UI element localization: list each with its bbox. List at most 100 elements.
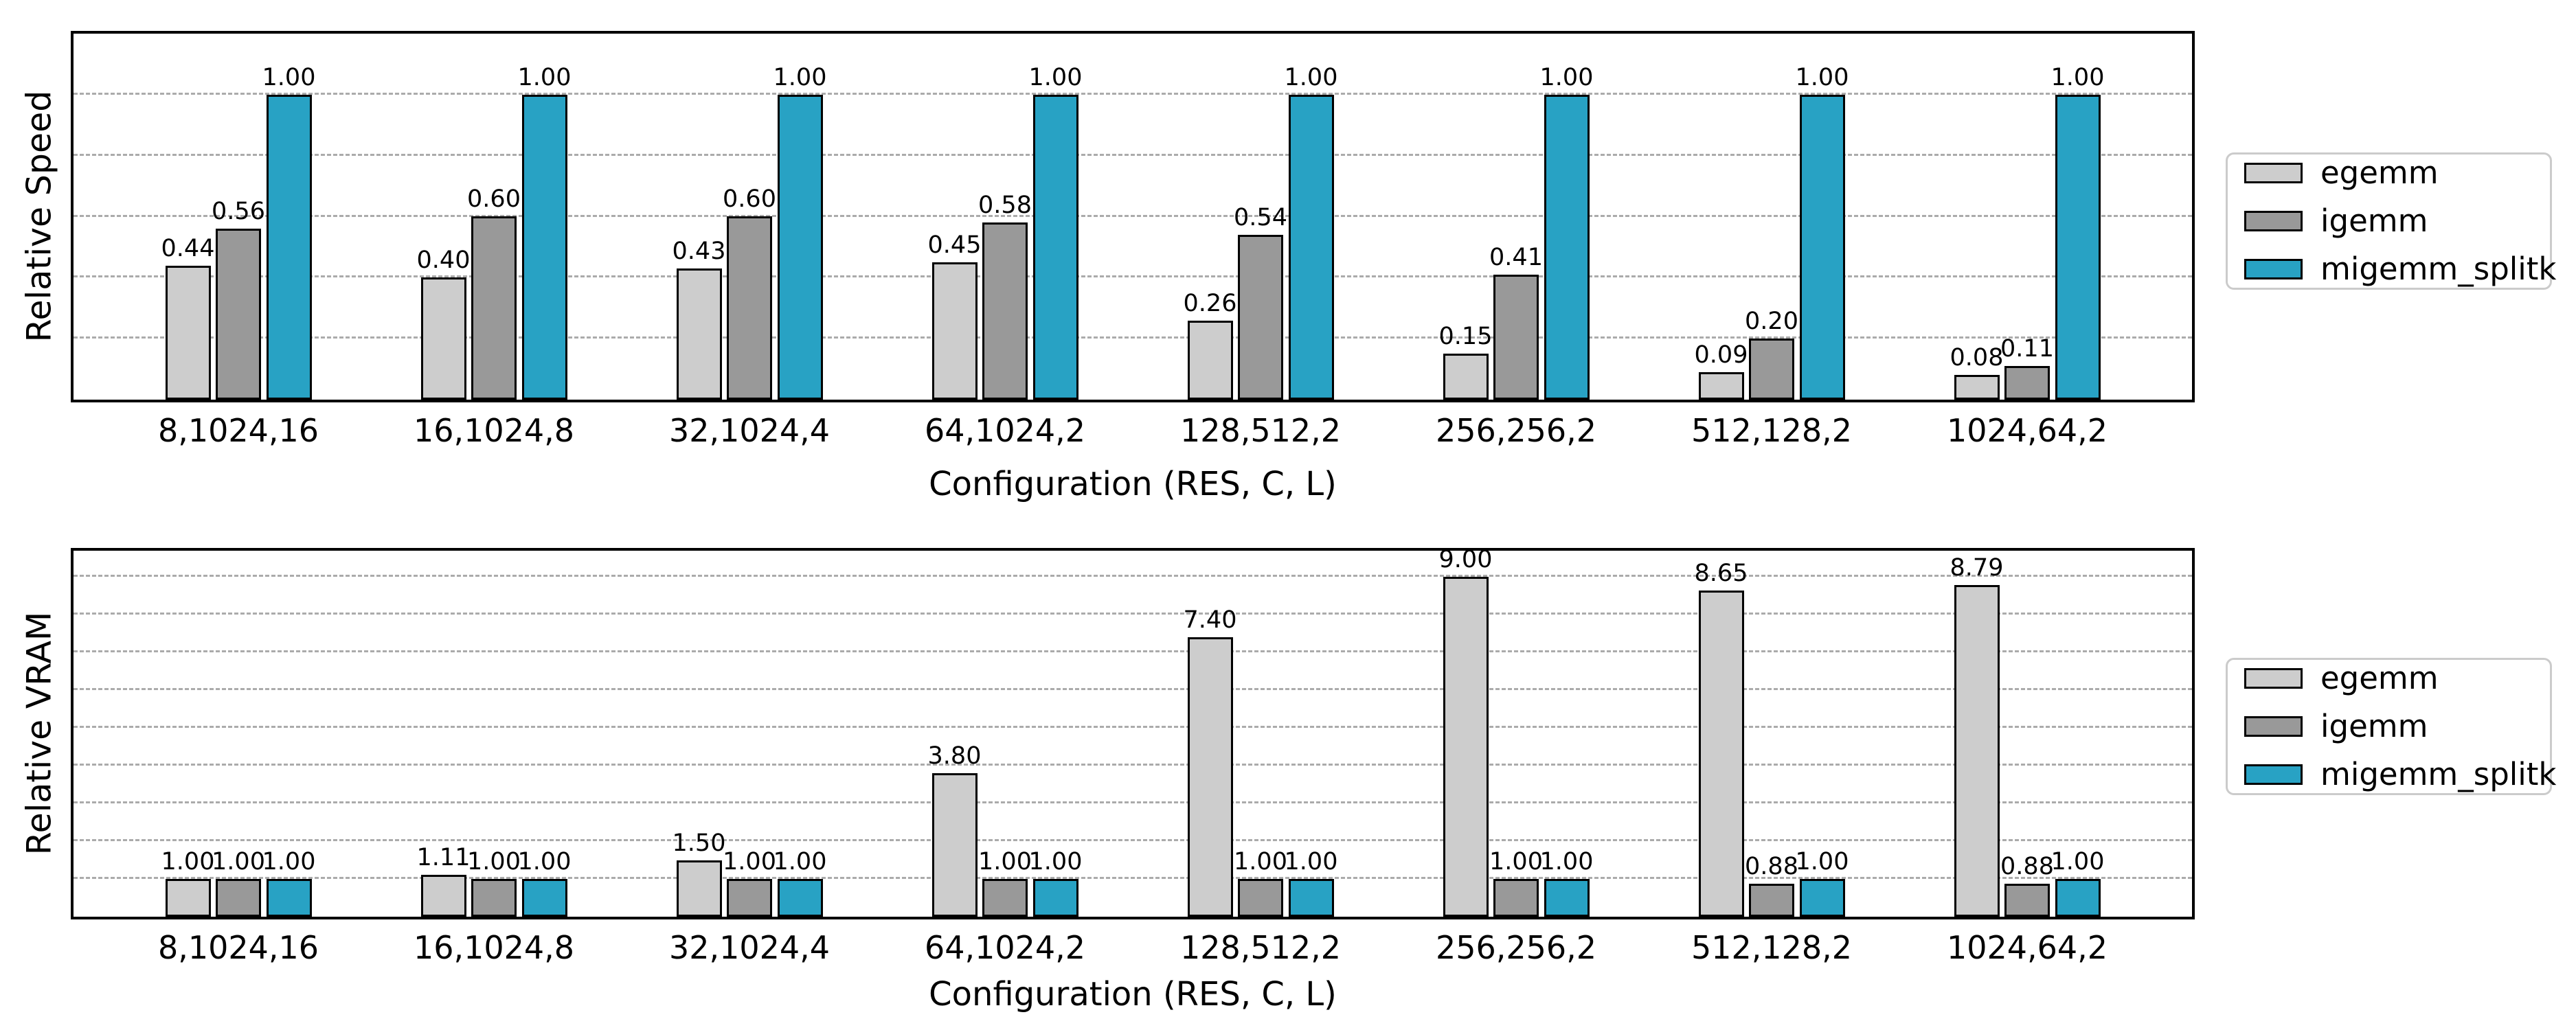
legend-swatch-migemm_splitk [2244,764,2303,785]
bar-value-label-egemm-32,1024,4: 0.43 [672,238,726,265]
bar-value-label-egemm-256,256,2: 0.15 [1438,323,1493,350]
bar-value-label-igemm-64,1024,2: 0.58 [978,192,1032,219]
bar-value-label-egemm-1024,64,2: 0.08 [1950,344,2004,371]
legend-label-igemm: igemm [2320,708,2428,744]
bar-migemm_splitk-16,1024,8 [521,95,567,400]
x-axis-title-top: Configuration (RES, C, L) [929,465,1337,503]
legend-item-egemm: egemm [2244,661,2533,696]
bar-egemm-512,128,2 [1698,372,1744,400]
bar-value-label-egemm-64,1024,2: 3.80 [927,742,982,770]
bar-igemm-16,1024,8 [471,879,517,917]
bar-egemm-8,1024,16 [165,266,211,400]
bar-egemm-1024,64,2 [1954,585,2000,917]
legend-swatch-egemm [2244,163,2303,183]
bar-migemm_splitk-32,1024,4 [777,879,823,917]
plot-area-relative-vram: 1.00 1.00 1.00 1.11 1.00 1.00 1.50 1.00 1.00 3.80… [71,546,2195,919]
gridline-y-0.4 [74,275,2192,278]
x-tick-label-32,1024,4: 32,1024,4 [668,412,831,449]
bar-igemm-32,1024,4 [727,216,772,400]
bar-value-label-igemm-256,256,2: 0.41 [1489,244,1543,271]
legend-item-migemm_splitk: migemm_splitk [2244,757,2556,792]
x-tick-label-256,256,2: 256,256,2 [1435,412,1597,449]
gridline-y-0.8 [74,153,2192,156]
bar-value-label-igemm-32,1024,4: 1.00 [723,848,776,876]
bar-value-label-igemm-512,128,2: 0.88 [1745,853,1798,880]
bar-igemm-128,512,2 [1238,879,1283,917]
bar-value-label-igemm-128,512,2: 1.00 [1234,848,1287,876]
x-axis-title-bottom: Configuration (RES, C, L) [929,975,1337,1014]
bar-migemm_splitk-8,1024,16 [266,95,312,400]
bar-value-label-igemm-128,512,2: 0.54 [1234,204,1287,231]
bar-value-label-egemm-8,1024,16: 1.00 [161,848,215,876]
bar-value-label-migemm_splitk-64,1024,2: 1.00 [1028,848,1083,876]
bar-value-label-migemm_splitk-8,1024,16: 1.00 [262,64,316,91]
bar-egemm-64,1024,2 [931,773,978,917]
x-tick-label-32,1024,4: 32,1024,4 [668,929,831,966]
bar-value-label-migemm_splitk-16,1024,8: 1.00 [517,848,572,876]
bar-value-label-migemm_splitk-256,256,2: 1.00 [1539,64,1594,91]
bar-egemm-128,512,2 [1187,637,1233,917]
gridline-y-0.6 [74,214,2192,217]
bar-value-label-migemm_splitk-32,1024,4: 1.00 [773,848,827,876]
bar-value-label-igemm-16,1024,8: 1.00 [467,848,521,876]
bar-value-label-igemm-256,256,2: 1.00 [1489,848,1543,876]
x-tick-label-256,256,2: 256,256,2 [1435,929,1597,966]
bar-value-label-igemm-64,1024,2: 1.00 [978,848,1032,876]
bar-value-label-migemm_splitk-128,512,2: 1.00 [1284,64,1338,91]
bar-value-label-egemm-1024,64,2: 8.79 [1950,554,2004,582]
gridline-y-6 [74,688,2192,691]
bar-egemm-8,1024,16 [165,879,211,917]
bar-egemm-256,256,2 [1443,577,1489,917]
bar-egemm-256,256,2 [1443,354,1489,400]
bar-migemm_splitk-512,128,2 [1799,879,1845,917]
bar-value-label-egemm-128,512,2: 0.26 [1183,290,1237,317]
bar-egemm-1024,64,2 [1954,375,2000,400]
bar-igemm-128,512,2 [1238,235,1283,400]
bar-value-label-egemm-256,256,2: 9.00 [1438,546,1493,573]
legend-item-igemm: igemm [2244,709,2533,744]
x-tick-label-512,128,2: 512,128,2 [1691,929,1853,966]
bar-egemm-64,1024,2 [931,262,978,400]
x-tick-label-1024,64,2: 1024,64,2 [1946,412,2108,449]
bar-igemm-8,1024,16 [216,879,261,917]
gridline-y-2 [74,839,2192,842]
gridline-y-9 [74,575,2192,577]
bar-igemm-16,1024,8 [471,216,517,400]
bar-value-label-migemm_splitk-512,128,2: 1.00 [1795,848,1849,876]
bar-igemm-1024,64,2 [2004,366,2050,400]
bar-value-label-egemm-512,128,2: 0.09 [1694,341,1748,369]
x-tick-label-512,128,2: 512,128,2 [1691,412,1853,449]
bar-egemm-128,512,2 [1187,321,1233,400]
bar-value-label-migemm_splitk-1024,64,2: 1.00 [2050,848,2105,876]
bar-egemm-512,128,2 [1698,591,1744,917]
bar-value-label-egemm-8,1024,16: 0.44 [161,235,215,262]
bar-value-label-migemm_splitk-1024,64,2: 1.00 [2050,64,2105,91]
bar-migemm_splitk-256,256,2 [1544,879,1590,917]
bar-migemm_splitk-128,512,2 [1288,95,1334,400]
gridline-y-1 [74,877,2192,880]
x-tick-label-16,1024,8: 16,1024,8 [413,929,575,966]
legend-bottom: egemm igemm migemm_splitk [2226,658,2556,795]
legend-label-egemm: egemm [2320,660,2439,696]
bar-value-label-egemm-32,1024,4: 1.50 [672,829,726,857]
bar-igemm-32,1024,4 [727,879,772,917]
bar-igemm-64,1024,2 [982,222,1028,400]
bar-egemm-16,1024,8 [420,277,466,400]
bar-migemm_splitk-16,1024,8 [521,879,567,917]
bar-value-label-egemm-64,1024,2: 0.45 [927,231,982,259]
gridline-y-5 [74,726,2192,729]
bar-value-label-igemm-32,1024,4: 0.60 [723,185,776,213]
y-axis-title-relative-vram: Relative VRAM [19,611,59,856]
bar-migemm_splitk-1024,64,2 [2055,879,2101,917]
x-tick-label-128,512,2: 128,512,2 [1179,929,1342,966]
gridline-y-1 [74,92,2192,95]
bar-value-label-igemm-8,1024,16: 0.56 [212,198,265,225]
bar-egemm-32,1024,4 [676,860,722,917]
bar-value-label-egemm-16,1024,8: 0.40 [416,247,471,274]
bar-migemm_splitk-512,128,2 [1799,95,1845,400]
x-tick-label-1024,64,2: 1024,64,2 [1946,929,2108,966]
bar-value-label-egemm-16,1024,8: 1.11 [416,844,471,871]
bar-value-label-migemm_splitk-16,1024,8: 1.00 [517,64,572,91]
gridline-y-7 [74,650,2192,653]
